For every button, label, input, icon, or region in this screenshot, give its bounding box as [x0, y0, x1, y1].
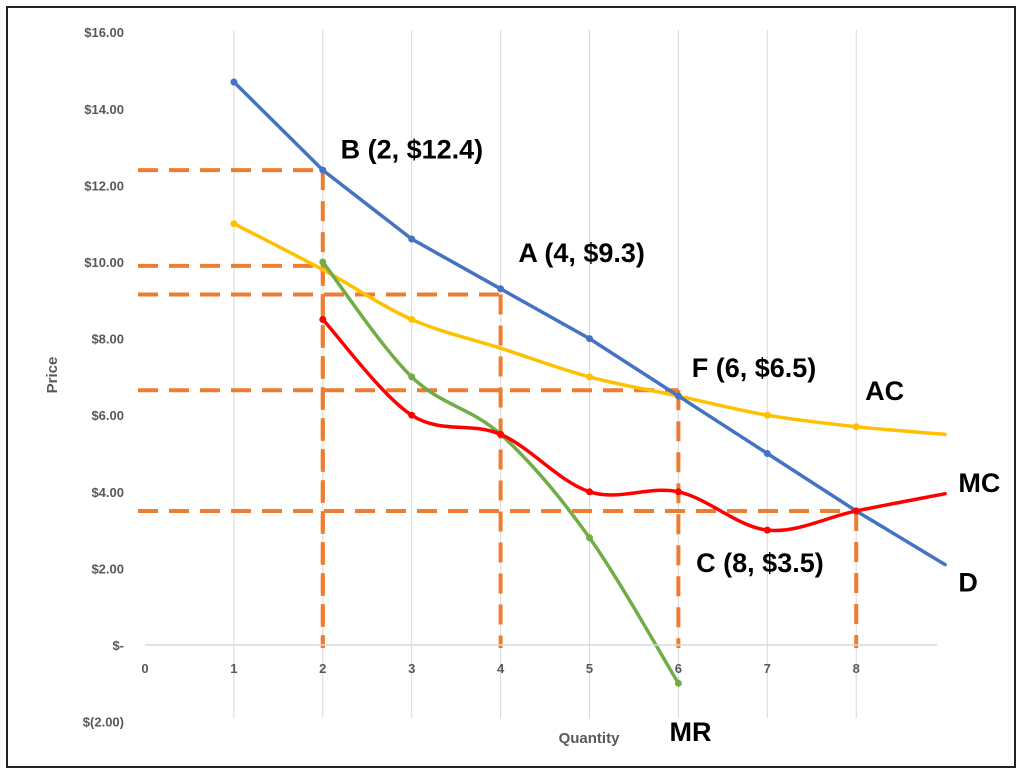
mc-point	[319, 315, 327, 323]
ac-point	[852, 423, 860, 431]
mr-point	[586, 534, 593, 542]
y-tick-label: $12.00	[84, 178, 124, 193]
mc-point	[852, 507, 860, 515]
d-point	[230, 78, 238, 86]
x-tick-label: 5	[586, 661, 593, 676]
annotations: B (2, $12.4) A (4, $9.3) F (6, $6.5) C (8, …	[341, 135, 1001, 747]
d-point	[586, 335, 593, 343]
mc-point	[497, 430, 505, 438]
x-tick-label: 6	[675, 661, 682, 676]
d-point	[408, 235, 416, 243]
ac-point	[408, 315, 416, 323]
point-annotation: F (6, $6.5)	[692, 353, 817, 383]
series-label-mr: MR	[670, 717, 712, 747]
mc-point	[408, 411, 416, 419]
x-tick-label: 4	[497, 661, 505, 676]
series-label-mc: MC	[958, 468, 1000, 498]
ac-point	[230, 220, 238, 228]
x-tick-label: 3	[408, 661, 415, 676]
y-tick-label: $(2.00)	[83, 715, 124, 730]
ac-point	[763, 411, 771, 419]
data-markers	[230, 78, 860, 687]
tick-labels: $16.00 $14.00 $12.00 $10.00 $8.00 $6.00 $4.00 $…	[83, 25, 860, 729]
d-point	[497, 285, 505, 293]
ac-point	[586, 373, 593, 381]
y-tick-label: $6.00	[91, 408, 124, 423]
x-axis-title: Quantity	[559, 730, 620, 747]
mr-point	[319, 258, 327, 266]
y-tick-label: $16.00	[84, 25, 124, 40]
y-axis-title: Price	[44, 357, 61, 394]
mr-point	[674, 679, 682, 687]
y-tick-label: $2.00	[91, 561, 124, 576]
x-tick-label: 2	[319, 661, 326, 676]
y-tick-label: $8.00	[91, 332, 124, 347]
d-point	[674, 392, 682, 400]
mc-point	[586, 488, 593, 496]
y-tick-label: $4.00	[91, 485, 124, 500]
x-tick-label: 7	[764, 661, 771, 676]
x-tick-label: 0	[141, 661, 148, 676]
guide-lines	[138, 168, 859, 648]
x-tick-label: 1	[230, 661, 237, 676]
mc-point	[674, 488, 682, 496]
point-annotation: A (4, $9.3)	[518, 238, 645, 268]
series-label-ac: AC	[865, 376, 904, 406]
d-point	[319, 166, 327, 174]
mc-point	[763, 526, 771, 534]
series-label-d: D	[958, 567, 978, 597]
d-point	[763, 450, 771, 457]
point-annotation: C (8, $3.5)	[696, 548, 824, 578]
x-tick-label: 8	[853, 661, 860, 676]
chart-frame	[6, 6, 1016, 768]
point-annotation: B (2, $12.4)	[341, 135, 484, 165]
mr-point	[408, 373, 416, 381]
y-tick-label: $-	[112, 638, 124, 653]
y-tick-label: $14.00	[84, 102, 124, 117]
y-tick-label: $10.00	[84, 255, 124, 270]
